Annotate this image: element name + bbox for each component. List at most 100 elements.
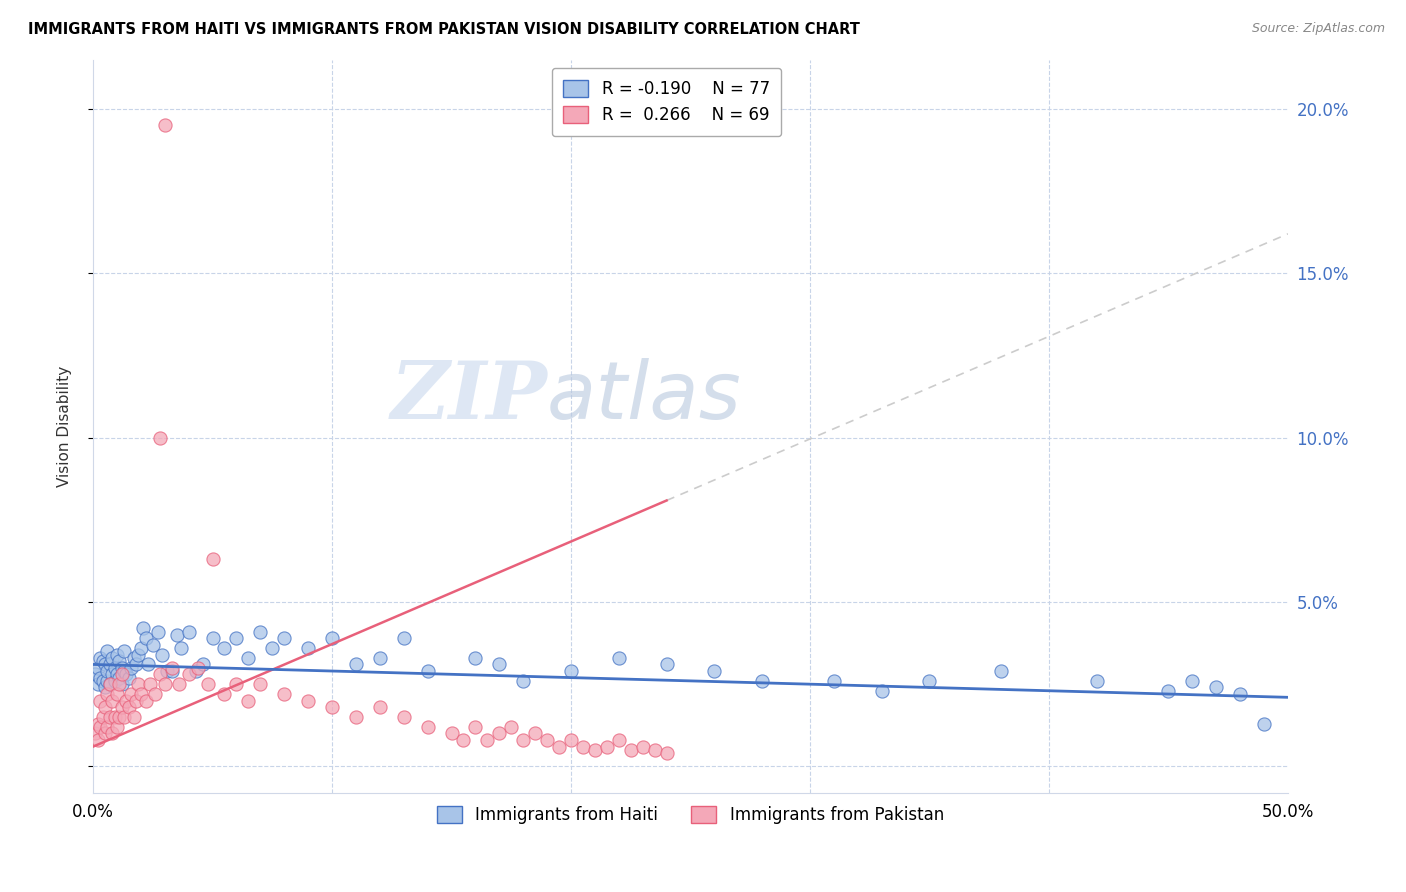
Point xyxy=(120,687,142,701)
Point xyxy=(98,677,121,691)
Point xyxy=(94,681,117,695)
Point xyxy=(111,677,134,691)
Point xyxy=(321,700,343,714)
Text: IMMIGRANTS FROM HAITI VS IMMIGRANTS FROM PAKISTAN VISION DISABILITY CORRELATION : IMMIGRANTS FROM HAITI VS IMMIGRANTS FROM… xyxy=(28,22,860,37)
Point xyxy=(101,651,124,665)
Point xyxy=(201,552,224,566)
Point xyxy=(238,651,260,665)
Point xyxy=(122,651,145,665)
Point xyxy=(87,716,110,731)
Point xyxy=(488,657,510,672)
Point xyxy=(136,657,159,672)
Point xyxy=(583,743,606,757)
Point xyxy=(96,644,118,658)
Point xyxy=(150,648,173,662)
Point xyxy=(94,657,117,672)
Point xyxy=(98,677,121,691)
Point xyxy=(105,720,128,734)
Point xyxy=(655,657,678,672)
Point xyxy=(89,693,111,707)
Point xyxy=(177,667,200,681)
Point xyxy=(464,720,486,734)
Point xyxy=(129,640,152,655)
Point xyxy=(596,739,619,754)
Point xyxy=(112,664,135,678)
Point xyxy=(464,651,486,665)
Point xyxy=(89,651,111,665)
Point xyxy=(135,631,157,645)
Point xyxy=(84,726,107,740)
Point xyxy=(297,640,319,655)
Point xyxy=(620,743,643,757)
Text: Source: ZipAtlas.com: Source: ZipAtlas.com xyxy=(1251,22,1385,36)
Point xyxy=(440,726,463,740)
Point xyxy=(870,683,893,698)
Point xyxy=(98,710,121,724)
Point xyxy=(262,640,284,655)
Point xyxy=(111,700,134,714)
Point xyxy=(118,671,141,685)
Point xyxy=(98,657,121,672)
Point xyxy=(572,739,595,754)
Point xyxy=(191,657,214,672)
Point xyxy=(607,733,630,747)
Point xyxy=(548,739,571,754)
Point xyxy=(918,673,941,688)
Point xyxy=(990,664,1012,678)
Point xyxy=(108,671,131,685)
Point xyxy=(321,631,343,645)
Point xyxy=(96,687,118,701)
Text: atlas: atlas xyxy=(547,358,742,436)
Point xyxy=(153,119,176,133)
Point xyxy=(166,628,188,642)
Point xyxy=(91,654,114,668)
Point xyxy=(177,624,200,639)
Point xyxy=(112,710,135,724)
Point xyxy=(101,667,124,681)
Legend: Immigrants from Haiti, Immigrants from Pakistan: Immigrants from Haiti, Immigrants from P… xyxy=(425,794,956,836)
Point xyxy=(644,743,666,757)
Point xyxy=(87,733,110,747)
Point xyxy=(127,677,149,691)
Point xyxy=(143,687,166,701)
Point xyxy=(103,710,125,724)
Point xyxy=(153,677,176,691)
Point xyxy=(142,638,165,652)
Point xyxy=(112,644,135,658)
Point xyxy=(125,657,148,672)
Point xyxy=(127,648,149,662)
Point xyxy=(122,710,145,724)
Point xyxy=(368,700,391,714)
Point xyxy=(84,667,107,681)
Point xyxy=(149,667,172,681)
Point xyxy=(1157,683,1180,698)
Point xyxy=(249,677,271,691)
Point xyxy=(392,710,415,724)
Point xyxy=(524,726,547,740)
Point xyxy=(187,661,209,675)
Point xyxy=(89,720,111,734)
Point xyxy=(238,693,260,707)
Point xyxy=(129,687,152,701)
Point xyxy=(101,693,124,707)
Point xyxy=(197,677,219,691)
Point xyxy=(89,671,111,685)
Point xyxy=(273,631,295,645)
Point xyxy=(823,673,845,688)
Point xyxy=(118,700,141,714)
Point xyxy=(512,733,534,747)
Point xyxy=(135,693,157,707)
Point xyxy=(368,651,391,665)
Point xyxy=(631,739,654,754)
Point xyxy=(115,693,138,707)
Point xyxy=(167,677,190,691)
Point xyxy=(273,687,295,701)
Point xyxy=(146,624,169,639)
Point xyxy=(488,726,510,740)
Point xyxy=(108,654,131,668)
Point xyxy=(96,673,118,688)
Point xyxy=(536,733,558,747)
Point xyxy=(560,733,582,747)
Point xyxy=(139,677,162,691)
Point xyxy=(96,720,118,734)
